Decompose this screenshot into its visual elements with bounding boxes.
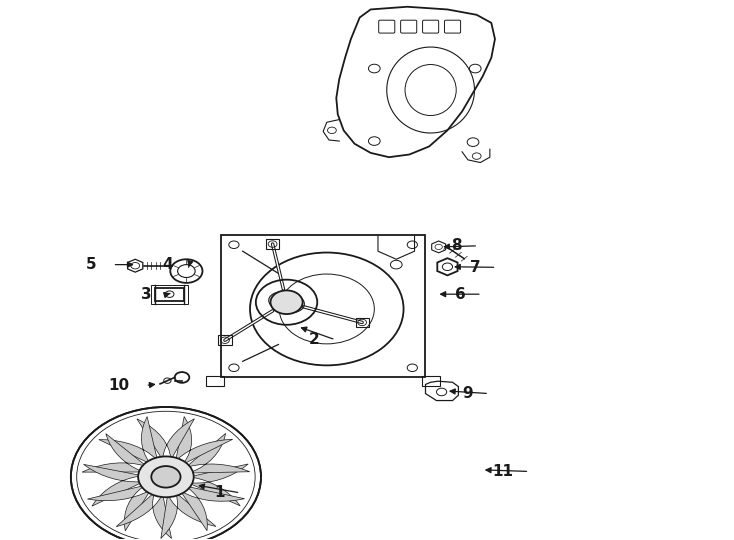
Polygon shape (180, 486, 244, 531)
Text: 11: 11 (493, 464, 513, 479)
Text: 10: 10 (108, 378, 129, 393)
Polygon shape (82, 434, 147, 472)
Circle shape (151, 466, 181, 488)
Polygon shape (161, 492, 216, 538)
Polygon shape (116, 492, 172, 538)
Polygon shape (137, 418, 195, 460)
Text: 1: 1 (214, 485, 225, 501)
Text: 5: 5 (86, 257, 96, 272)
Circle shape (270, 291, 302, 314)
Text: 2: 2 (309, 332, 319, 347)
Text: 6: 6 (455, 287, 465, 302)
Polygon shape (87, 485, 150, 531)
Polygon shape (186, 434, 250, 473)
Text: 7: 7 (470, 260, 480, 275)
Polygon shape (99, 417, 158, 464)
Circle shape (138, 456, 194, 497)
Polygon shape (188, 464, 248, 506)
Polygon shape (175, 416, 233, 464)
Text: 9: 9 (462, 386, 473, 401)
Text: 3: 3 (141, 287, 151, 302)
Text: 4: 4 (163, 257, 173, 272)
Polygon shape (84, 464, 143, 506)
Text: 8: 8 (451, 238, 462, 253)
